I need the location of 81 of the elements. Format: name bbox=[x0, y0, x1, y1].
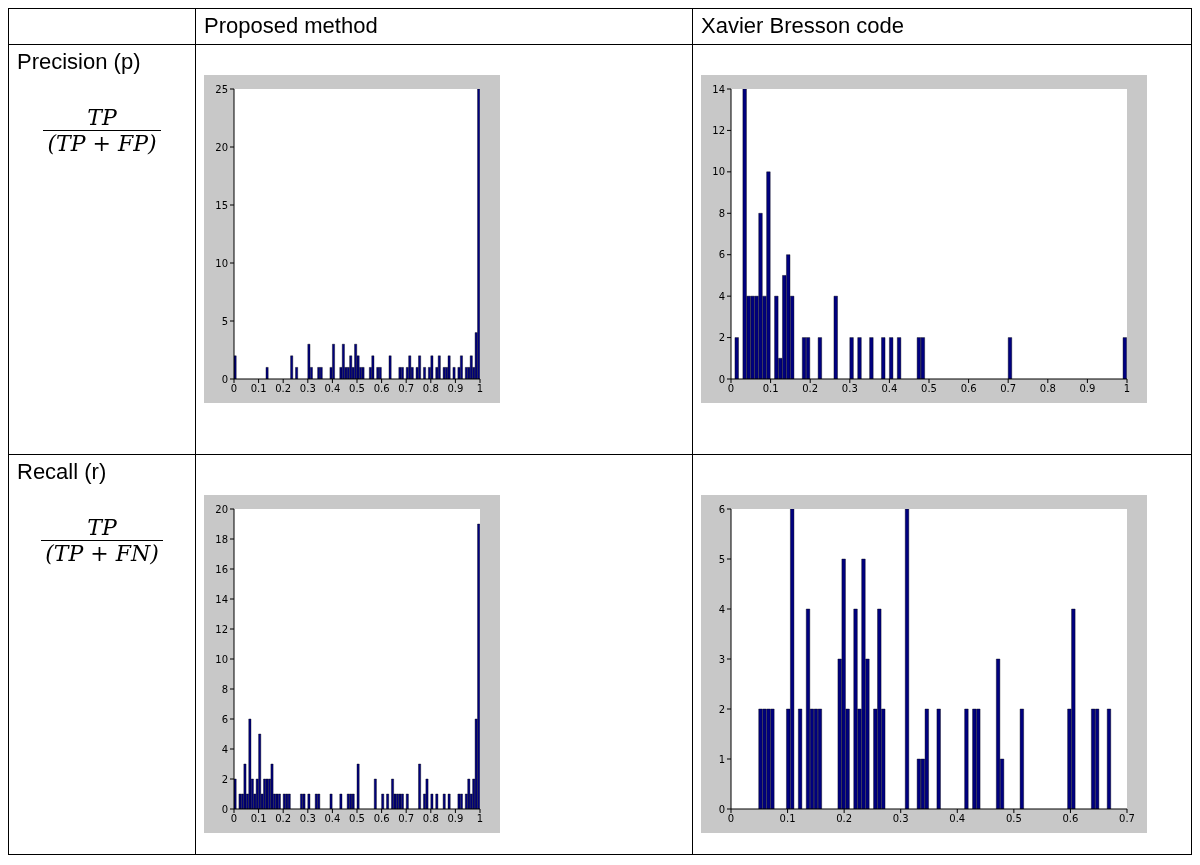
y-tick-label: 5 bbox=[718, 553, 725, 565]
y-tick-label: 6 bbox=[221, 713, 228, 725]
x-tick-label: 0.7 bbox=[398, 813, 415, 825]
x-tick-label: 1 bbox=[1123, 383, 1131, 395]
chart-title: Proposed method bbox=[195, 8, 693, 45]
y-tick-label: 2 bbox=[718, 703, 725, 715]
text: (TP + FP) bbox=[43, 130, 161, 156]
x-tick-label: 0 bbox=[230, 813, 238, 825]
y-tick-label: 8 bbox=[221, 683, 228, 695]
x-tick-label: 0.5 bbox=[349, 813, 365, 825]
y-tick-label: 12 bbox=[215, 623, 228, 635]
y-tick-label: 4 bbox=[718, 603, 725, 615]
x-tick-label: 0.1 bbox=[250, 813, 267, 825]
y-tick-label: 5 bbox=[221, 315, 228, 327]
x-tick-label: 0.7 bbox=[1119, 813, 1135, 825]
y-tick-label: 25 bbox=[215, 83, 228, 95]
x-tick-label: 0.8 bbox=[422, 383, 439, 395]
x-tick-label: 0.6 bbox=[1062, 813, 1079, 825]
x-tick-label: 0.3 bbox=[299, 383, 316, 395]
x-tick-label: 0.2 bbox=[275, 813, 292, 825]
x-tick-label: 0.2 bbox=[802, 383, 819, 395]
y-tick-label: 6 bbox=[718, 503, 725, 515]
x-tick-label: 0.2 bbox=[275, 383, 292, 395]
y-tick-label: 4 bbox=[718, 290, 725, 302]
x-tick-label: 0.3 bbox=[299, 813, 316, 825]
x-tick-label: 0.2 bbox=[836, 813, 853, 825]
x-tick-label: 0 bbox=[727, 383, 735, 395]
y-tick-label: 10 bbox=[712, 166, 725, 178]
text: TP bbox=[87, 515, 117, 540]
y-tick-label: 2 bbox=[718, 332, 725, 344]
x-tick-label: 0.9 bbox=[447, 813, 464, 825]
x-tick-label: 1 bbox=[476, 813, 484, 825]
y-tick-label: 10 bbox=[215, 257, 228, 269]
x-tick-label: 0.7 bbox=[1000, 383, 1017, 395]
y-tick-label: 20 bbox=[215, 141, 228, 153]
text: (TP + FN) bbox=[41, 540, 163, 566]
y-tick-label: 18 bbox=[215, 533, 228, 545]
y-tick-label: 8 bbox=[718, 207, 725, 219]
text: Precision (p) bbox=[17, 49, 142, 75]
y-tick-label: 12 bbox=[712, 124, 725, 136]
x-tick-label: 1 bbox=[476, 383, 484, 395]
y-tick-label: 3 bbox=[718, 653, 725, 665]
y-tick-label: 15 bbox=[215, 199, 228, 211]
x-tick-label: 0.5 bbox=[921, 383, 937, 395]
y-tick-label: 0 bbox=[718, 373, 725, 385]
y-tick-label: 0 bbox=[221, 373, 228, 385]
x-tick-label: 0.6 bbox=[373, 383, 390, 395]
y-tick-label: 6 bbox=[718, 249, 725, 261]
x-tick-label: 0 bbox=[727, 813, 735, 825]
y-tick-label: 20 bbox=[215, 503, 228, 515]
y-tick-label: 0 bbox=[221, 803, 228, 815]
chart-title: Xavier Bresson code bbox=[692, 8, 1192, 45]
y-tick-label: 16 bbox=[215, 563, 228, 575]
x-tick-label: 0 bbox=[230, 383, 238, 395]
x-tick-label: 0.4 bbox=[949, 813, 966, 825]
x-tick-label: 0.3 bbox=[841, 383, 858, 395]
x-tick-label: 0.9 bbox=[1079, 383, 1096, 395]
x-tick-label: 0.5 bbox=[349, 383, 365, 395]
x-tick-label: 0.6 bbox=[960, 383, 977, 395]
x-tick-label: 0.1 bbox=[779, 813, 796, 825]
y-tick-label: 14 bbox=[215, 593, 228, 605]
y-tick-label: 14 bbox=[712, 83, 725, 95]
x-tick-label: 0.4 bbox=[881, 383, 898, 395]
y-tick-label: 4 bbox=[221, 743, 228, 755]
x-tick-label: 0.7 bbox=[398, 383, 415, 395]
y-tick-label: 1 bbox=[718, 753, 725, 765]
x-tick-label: 0.9 bbox=[447, 383, 464, 395]
x-tick-label: 0.8 bbox=[422, 813, 439, 825]
x-tick-label: 0.4 bbox=[324, 813, 341, 825]
x-tick-label: 0.4 bbox=[324, 383, 341, 395]
x-tick-label: 0.1 bbox=[762, 383, 779, 395]
y-tick-label: 2 bbox=[221, 773, 228, 785]
x-tick-label: 0.5 bbox=[1005, 813, 1022, 825]
y-tick-label: 10 bbox=[215, 653, 228, 665]
x-tick-label: 0.1 bbox=[250, 383, 267, 395]
y-tick-label: 0 bbox=[718, 803, 725, 815]
x-tick-label: 0.6 bbox=[373, 813, 390, 825]
x-tick-label: 0.8 bbox=[1039, 383, 1056, 395]
x-tick-label: 0.3 bbox=[892, 813, 909, 825]
text: Recall (r) bbox=[17, 459, 108, 485]
text: TP bbox=[87, 105, 117, 130]
